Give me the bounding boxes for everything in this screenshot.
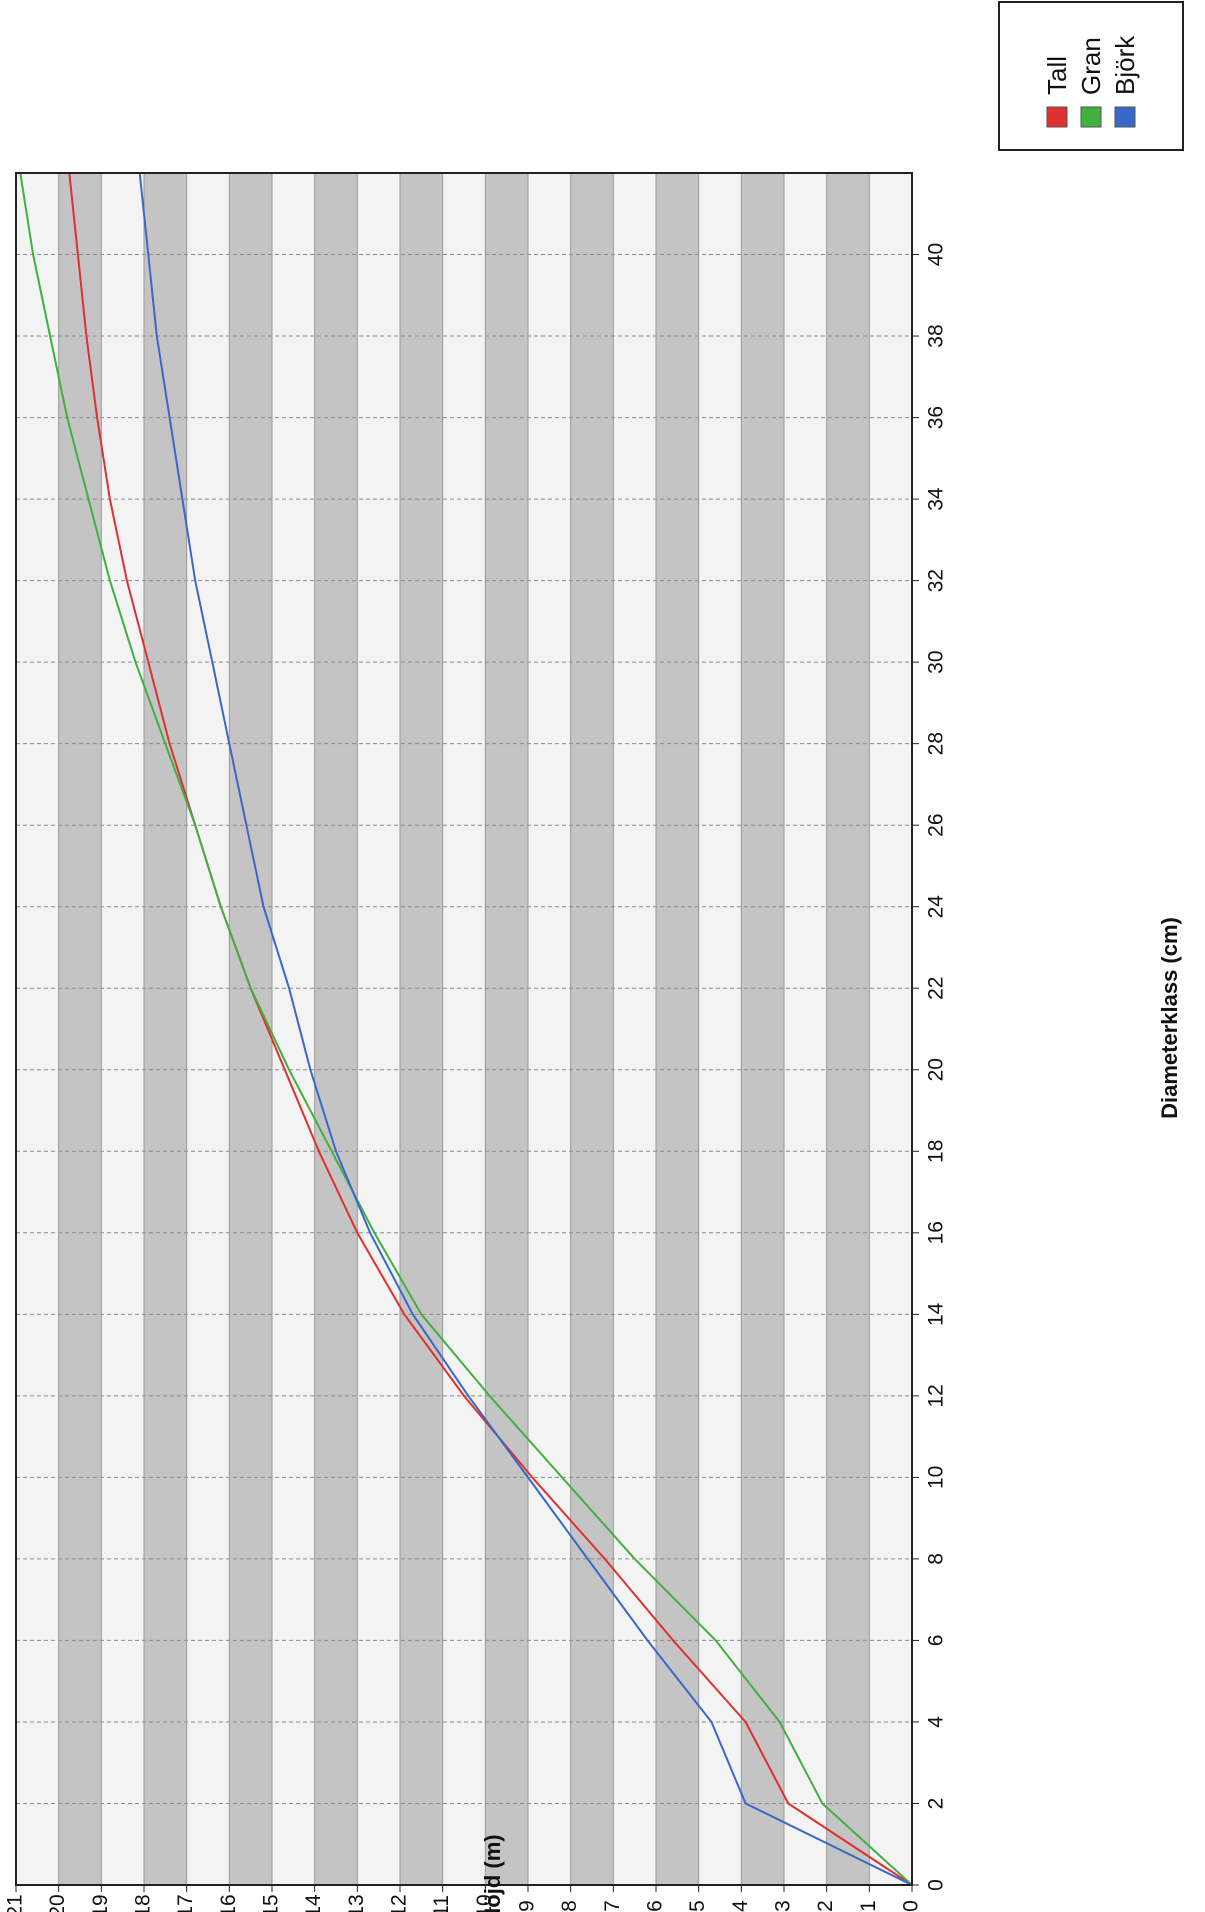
series-lines bbox=[19, 172, 913, 1886]
x-tick-label: 8 bbox=[925, 1553, 948, 1565]
x-tick-label: 32 bbox=[925, 569, 948, 592]
x-tick-label: 36 bbox=[925, 406, 948, 429]
series-line-1 bbox=[68, 172, 913, 1886]
y-tick-label: 4 bbox=[729, 1900, 752, 1912]
y-tick-label: 21 bbox=[4, 1894, 27, 1912]
x-tick-label: 38 bbox=[925, 324, 948, 347]
x-axis-title: Diameterklass (cm) bbox=[1157, 917, 1182, 1119]
band-y-9 bbox=[485, 173, 528, 1885]
plot-frame bbox=[15, 172, 913, 1886]
y-tick-label: 1 bbox=[857, 1900, 880, 1912]
y-tick-label: 11 bbox=[430, 1895, 453, 1912]
y-tick-label: 10 bbox=[473, 1894, 496, 1912]
band-y-1 bbox=[826, 173, 870, 1885]
y-tick-label: 5 bbox=[686, 1900, 709, 1912]
y-tick-label: 20 bbox=[46, 1894, 69, 1912]
band-y-3 bbox=[741, 173, 784, 1885]
y-axis-title: Höjd (m) bbox=[480, 1834, 505, 1912]
gridlines bbox=[15, 173, 913, 1886]
y-tick-label: 9 bbox=[516, 1900, 539, 1912]
y-tick-label: 7 bbox=[601, 1900, 624, 1912]
x-tick-label: 40 bbox=[925, 243, 948, 266]
x-tick-label: 24 bbox=[925, 895, 948, 919]
x-tick-label: 16 bbox=[925, 1221, 948, 1244]
x-tick-label: 14 bbox=[925, 1302, 948, 1326]
x-tick-label: 2 bbox=[925, 1798, 948, 1810]
x-tick-label: 18 bbox=[925, 1140, 948, 1163]
x-tick-label: 22 bbox=[925, 977, 948, 1000]
band-y-15 bbox=[229, 173, 272, 1885]
y-tick-label: 13 bbox=[345, 1894, 368, 1912]
x-tick-label: 10 bbox=[925, 1466, 948, 1489]
legend-label-gran: Gran bbox=[1076, 37, 1106, 95]
band-y-17 bbox=[144, 173, 187, 1885]
y-tick-label: 12 bbox=[388, 1894, 411, 1912]
x-tick-label: 12 bbox=[925, 1384, 948, 1407]
y-tick-label: 3 bbox=[772, 1900, 795, 1912]
x-tick-label: 26 bbox=[925, 814, 948, 837]
y-tick-label: 19 bbox=[89, 1894, 112, 1912]
plot-bands bbox=[16, 173, 912, 1885]
y-tick-label: 14 bbox=[302, 1894, 325, 1912]
legend-swatch-gran bbox=[1080, 106, 1102, 128]
legend-swatch-bjork bbox=[1114, 106, 1136, 128]
x-tick-label: 0 bbox=[925, 1879, 948, 1891]
y-tick-label: 18 bbox=[132, 1894, 155, 1912]
y-tick-label: 6 bbox=[644, 1900, 667, 1912]
x-tick-label: 20 bbox=[925, 1058, 948, 1081]
y-tick-label: 0 bbox=[900, 1900, 923, 1912]
band-y-7 bbox=[570, 173, 614, 1885]
legend: Tall Gran Björk bbox=[998, 1, 1184, 151]
x-tick-label: 6 bbox=[925, 1635, 948, 1647]
x-tick-label: 34 bbox=[925, 487, 948, 511]
tick-labels: 0246810121416182022242628303234363840012… bbox=[4, 243, 948, 1912]
band-y-5 bbox=[656, 173, 699, 1885]
x-tick-label: 30 bbox=[925, 650, 948, 673]
band-y-11 bbox=[400, 173, 443, 1885]
y-tick-label: 17 bbox=[174, 1894, 197, 1912]
x-tick-label: 4 bbox=[925, 1716, 948, 1728]
y-tick-label: 2 bbox=[814, 1900, 837, 1912]
legend-swatch-tall bbox=[1046, 106, 1068, 128]
y-tick-label: 16 bbox=[217, 1894, 240, 1912]
x-tick-label: 28 bbox=[925, 732, 948, 755]
legend-box bbox=[998, 1, 1184, 151]
y-tick-label: 15 bbox=[260, 1894, 283, 1912]
band-y-19 bbox=[58, 173, 102, 1885]
legend-label-bjork: Björk bbox=[1110, 35, 1140, 95]
band-y-13 bbox=[314, 173, 358, 1885]
legend-label-tall: Tall bbox=[1042, 56, 1072, 95]
y-tick-label: 8 bbox=[558, 1900, 581, 1912]
series-line-2 bbox=[19, 172, 913, 1886]
series-line-3 bbox=[138, 172, 913, 1886]
